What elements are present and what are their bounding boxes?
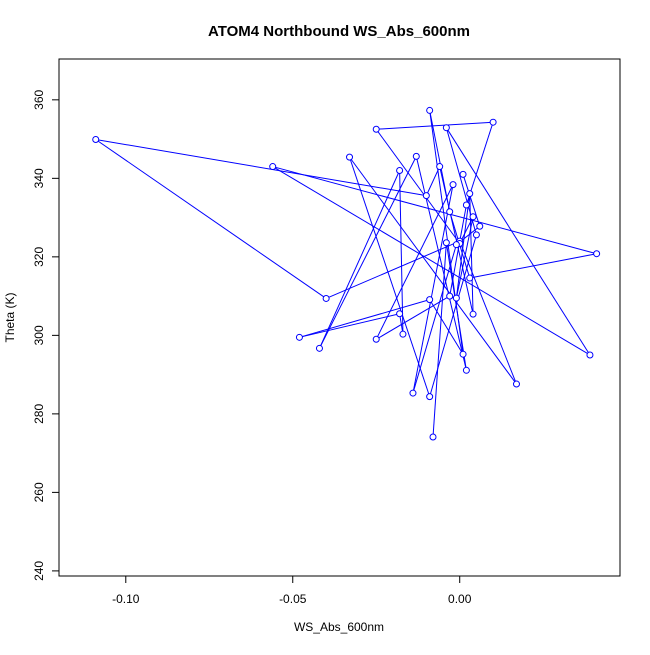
series-segment — [325, 240, 460, 299]
y-axis: 240 260 280 300 320 340 360 — [32, 89, 60, 581]
data-point — [462, 366, 470, 374]
data-point — [396, 166, 404, 174]
data-point — [412, 152, 420, 160]
series-segment — [429, 234, 477, 397]
data-point — [315, 344, 323, 352]
data-point — [436, 163, 444, 171]
data-point — [442, 239, 450, 247]
data-point — [372, 335, 380, 343]
data-point — [452, 241, 460, 249]
chart-title: ATOM4 Northbound WS_Abs_600nm — [208, 23, 470, 40]
data-point — [469, 213, 477, 221]
series-segment — [319, 156, 417, 349]
data-point — [469, 310, 477, 318]
series-segment — [459, 240, 517, 385]
data-point — [476, 222, 484, 230]
series-segment — [425, 166, 441, 196]
series-segment — [299, 313, 400, 338]
data-point — [466, 190, 474, 198]
series-points — [92, 106, 601, 441]
series-segment — [429, 299, 464, 355]
x-axis-label: WS_Abs_600nm — [294, 620, 384, 634]
data-point — [472, 231, 480, 239]
series-segment — [272, 166, 591, 356]
data-point — [422, 192, 430, 200]
data-point — [322, 294, 330, 302]
data-point — [459, 170, 467, 178]
series-segment — [415, 156, 467, 371]
y-tick-label: 240 — [32, 561, 46, 581]
y-tick-label: 360 — [32, 89, 46, 109]
series-segment — [95, 139, 327, 299]
data-point — [409, 389, 417, 397]
series-segment — [349, 156, 431, 397]
data-point — [449, 181, 457, 189]
data-point — [426, 296, 434, 304]
data-point — [269, 163, 277, 171]
series-segment — [349, 156, 517, 385]
data-point — [372, 125, 380, 133]
x-tick-label: -0.10 — [112, 592, 140, 606]
data-point — [396, 310, 404, 318]
plot-frame — [58, 58, 621, 577]
series-segment — [412, 184, 454, 394]
data-point — [426, 393, 434, 401]
x-tick-label: -0.05 — [279, 592, 307, 606]
series-segment — [319, 170, 401, 349]
series-segment — [469, 193, 474, 315]
x-tick-label: 0.00 — [448, 592, 472, 606]
series-segment — [399, 170, 404, 335]
series-segment — [455, 216, 474, 299]
data-point — [489, 118, 497, 126]
data-point — [446, 292, 454, 300]
data-point — [442, 124, 450, 132]
data-point — [429, 433, 437, 441]
series-segment — [455, 193, 471, 299]
series-segment — [445, 127, 591, 356]
data-point — [399, 330, 407, 338]
series-segment — [375, 128, 461, 244]
series-segment — [375, 184, 454, 340]
y-axis-label: Theta (K) — [3, 292, 17, 342]
data-point — [92, 135, 100, 143]
data-point — [593, 250, 601, 258]
data-point — [512, 380, 520, 388]
data-point — [462, 201, 470, 209]
series-segment — [375, 295, 450, 340]
series-segment — [449, 204, 467, 297]
series-segment — [376, 121, 494, 130]
series-segment — [412, 244, 457, 394]
series-segment — [299, 299, 430, 338]
data-point — [586, 351, 594, 359]
series-segment — [95, 138, 427, 197]
data-point — [295, 333, 303, 341]
x-axis: -0.10 -0.05 0.00 — [112, 575, 472, 606]
y-tick-label: 320 — [32, 247, 46, 267]
series-segment — [429, 110, 464, 355]
y-tick-label: 280 — [32, 404, 46, 424]
data-point — [459, 350, 467, 358]
y-tick-label: 260 — [32, 482, 46, 502]
series-segment — [272, 166, 597, 255]
data-point — [466, 274, 474, 282]
series-segment — [432, 242, 447, 438]
data-point — [452, 294, 460, 302]
data-point — [346, 153, 354, 161]
series-segment — [462, 174, 481, 227]
y-tick-label: 340 — [32, 168, 46, 188]
series-lines — [95, 110, 597, 438]
data-point — [426, 106, 434, 114]
y-tick-label: 300 — [32, 325, 46, 345]
data-point — [446, 208, 454, 216]
